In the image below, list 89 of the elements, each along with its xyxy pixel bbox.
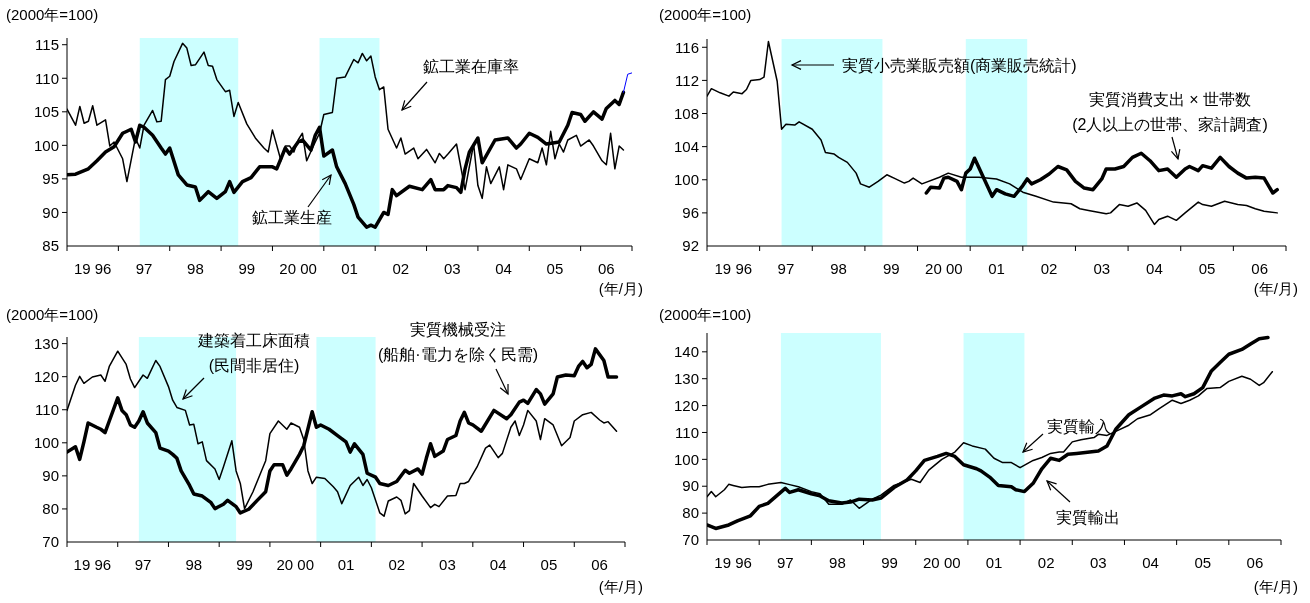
x-tick-label: 97	[134, 555, 152, 573]
y-tick-label: 96	[682, 204, 699, 222]
y-tick-label: 105	[33, 103, 59, 121]
y-tick-label: 90	[42, 203, 59, 221]
series-label: 実質輸入	[1047, 418, 1111, 436]
text: 建築着工床面積 (民間非居住)	[197, 332, 310, 375]
y-tick-label: 110	[675, 423, 699, 441]
y-tick-label: 120	[673, 396, 699, 414]
x-tick-label: 97	[776, 553, 794, 571]
y-tick-label: 130	[33, 334, 59, 352]
x-tick-label: 99	[236, 555, 253, 573]
series-label: 実質機械受注 (船舶·電力を除く民需)	[378, 321, 538, 364]
x-tick-label: 99	[882, 259, 900, 277]
y-tick-label: 104	[673, 137, 699, 155]
x-tick-label: 03	[443, 259, 461, 277]
y-tick-label: 130	[673, 369, 699, 387]
y-tick-label: 100	[673, 171, 699, 189]
y-tick-label: 115	[35, 35, 59, 53]
x-axis-title: (年/月)	[1253, 578, 1298, 597]
x-tick-label: 04	[1142, 553, 1159, 571]
x-tick-label: 20 00	[276, 555, 315, 573]
x-tick-label: 98	[830, 259, 847, 277]
y-tick-label: 90	[682, 477, 699, 495]
y-tick-label: 110	[35, 400, 59, 418]
y-axis-title: (2000年=100)	[659, 6, 752, 25]
x-tick-label: 20 00	[279, 259, 317, 277]
y-tick-label: 92	[682, 237, 699, 255]
legend-label: 鉱工業生産	[252, 209, 332, 227]
x-tick-label: 98	[185, 555, 203, 573]
x-tick-label: 98	[829, 553, 846, 571]
y-tick-label: 80	[682, 504, 699, 522]
y-tick-label: 95	[42, 170, 59, 188]
x-tick-label: 19 96	[73, 259, 112, 277]
x-tick-label: 06	[591, 555, 608, 573]
x-tick-label: 98	[187, 259, 204, 277]
y-tick-label: 110	[35, 69, 59, 87]
x-tick-label: 01	[337, 555, 355, 573]
x-tick-label: 06	[1251, 259, 1269, 277]
x-tick-label: 02	[388, 555, 406, 573]
text: 実質消費支出 × 世帯数 (2人以上の世帯、家計調査)	[1072, 91, 1268, 134]
y-tick-label: 100	[33, 136, 59, 154]
x-tick-label: 01	[341, 259, 358, 277]
y-tick-label: 90	[42, 467, 59, 485]
x-tick-label: 05	[1194, 553, 1212, 571]
legend-label: 実質小売業販売額(商業販売統計)	[842, 57, 1077, 75]
x-tick-label: 01	[985, 553, 1003, 571]
x-tick-label: 05	[540, 555, 558, 573]
y-tick-label: 100	[33, 434, 59, 452]
y-tick-label: 100	[673, 450, 699, 468]
x-tick-label: 97	[135, 259, 153, 277]
y-tick-label: 140	[673, 343, 699, 361]
x-tick-label: 99	[881, 553, 898, 571]
x-tick-label: 04	[489, 555, 507, 573]
x-tick-label: 20 00	[923, 553, 961, 571]
x-tick-label: 99	[238, 259, 256, 277]
text: 鉱工業在庫率	[423, 58, 519, 76]
y-tick-label: 112	[675, 71, 699, 89]
x-tick-label: 05	[546, 259, 564, 277]
x-tick-label: 01	[988, 259, 1005, 277]
y-tick-label: 70	[682, 531, 699, 549]
y-tick-label: 80	[42, 500, 59, 518]
x-tick-label: 03	[1093, 259, 1111, 277]
x-tick-label: 02	[392, 259, 410, 277]
x-tick-label: 97	[777, 259, 795, 277]
x-tick-label: 19 96	[714, 553, 752, 571]
y-axis-title: (2000年=100)	[6, 6, 99, 25]
x-tick-label: 04	[1146, 259, 1163, 277]
y-tick-label: 120	[33, 367, 59, 385]
y-tick-label: 108	[673, 104, 699, 122]
x-tick-label: 04	[495, 259, 512, 277]
x-tick-label: 19 96	[73, 555, 112, 573]
x-tick-label: 20 00	[925, 259, 963, 277]
x-tick-label: 02	[1037, 553, 1055, 571]
y-axis-title: (2000年=100)	[6, 306, 99, 325]
x-tick-label: 02	[1040, 259, 1058, 277]
x-tick-label: 05	[1198, 259, 1216, 277]
y-tick-label: 70	[42, 533, 59, 551]
x-axis-title: (年/月)	[598, 578, 643, 597]
y-tick-label: 116	[675, 38, 699, 56]
x-axis-title: (年/月)	[598, 280, 643, 299]
y-tick-label: 85	[42, 237, 59, 255]
y-axis-title: (2000年=100)	[659, 306, 752, 325]
x-axis-title: (年/月)	[1253, 280, 1298, 299]
x-tick-label: 03	[1090, 553, 1107, 571]
x-tick-label: 06	[597, 259, 615, 277]
legend-label: 実質輸出	[1056, 509, 1120, 527]
x-tick-label: 06	[1246, 553, 1264, 571]
x-tick-label: 03	[439, 555, 456, 573]
x-tick-label: 19 96	[714, 259, 753, 277]
